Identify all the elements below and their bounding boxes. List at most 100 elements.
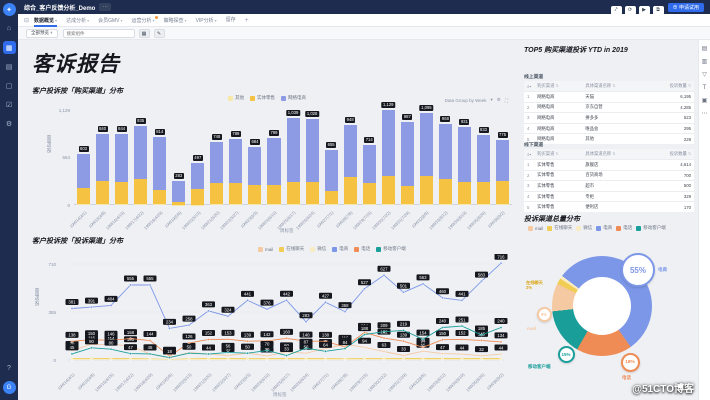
- table-search-cell[interactable]: ⌕▾: [524, 149, 535, 160]
- line-value-label: 44: [494, 344, 508, 351]
- bar-value-label: 987: [402, 113, 413, 120]
- sort-icon[interactable]: ⇅: [612, 84, 616, 88]
- bar-group[interactable]: 1,095: [417, 104, 436, 205]
- bar-group[interactable]: 935: [131, 110, 150, 205]
- table-row[interactable]: 2 网络电商 京东自营 4,285: [524, 101, 694, 113]
- tab-会员GMV[interactable]: 会员GMV▾: [98, 14, 122, 27]
- bar-group[interactable]: 840: [93, 110, 112, 205]
- sidebar-item-documents-icon[interactable]: ▤: [5, 63, 13, 71]
- expand-icon[interactable]: ⛶: [504, 97, 508, 103]
- bar-group[interactable]: 833: [474, 110, 493, 205]
- present-icon[interactable]: ▶: [638, 6, 650, 15]
- gear-icon[interactable]: ⚙: [496, 97, 501, 102]
- sidebar-help-icon[interactable]: ?: [7, 365, 11, 372]
- bar-group[interactable]: 968: [436, 110, 455, 205]
- dashboard-more-button[interactable]: ⋯: [99, 3, 112, 11]
- column-header[interactable]: 购买渠道⇅: [534, 149, 583, 160]
- table-row[interactable]: 5 网络电商 其他 228: [524, 133, 694, 144]
- legend-swatch: [376, 246, 382, 252]
- tab-达成分析[interactable]: 达成分析▾: [66, 14, 89, 27]
- bar-group[interactable]: 283: [169, 110, 188, 205]
- legend-swatch: [547, 225, 553, 231]
- sort-icon[interactable]: ⇅: [612, 152, 616, 156]
- chevron-down-icon[interactable]: ▾: [490, 97, 493, 102]
- bar-group[interactable]: 789: [226, 110, 245, 205]
- group-by-label[interactable]: Data Group by Week: [444, 97, 487, 103]
- table-row[interactable]: 4 实体零售 专柜 329: [524, 190, 694, 202]
- toolstrip-filter-icon[interactable]: ▽: [702, 72, 707, 78]
- bar-group[interactable]: 1,028: [303, 110, 322, 205]
- bar-group[interactable]: 1,039: [284, 109, 303, 205]
- bar-group[interactable]: 714: [360, 110, 379, 205]
- column-header[interactable]: 具体渠道名称⇅: [582, 81, 646, 92]
- table-row[interactable]: 4 网络电商 唯品会 295: [524, 122, 694, 134]
- sidebar-item-logo-icon[interactable]: ✦: [2, 3, 16, 16]
- bar-group[interactable]: 655: [322, 110, 341, 205]
- bar-group[interactable]: 748: [207, 110, 226, 205]
- svg-text:583: 583: [478, 272, 486, 277]
- sort-icon[interactable]: ⇅: [555, 152, 559, 156]
- table-row[interactable]: 3 实体零售 超市 500: [524, 180, 694, 192]
- toolstrip-text-icon[interactable]: T: [702, 85, 707, 91]
- sidebar-item-home-icon[interactable]: ⌂: [6, 25, 12, 32]
- svg-text:56: 56: [226, 344, 231, 349]
- svg-text:240: 240: [439, 319, 447, 324]
- tab-menu-icon[interactable]: ⊟: [24, 17, 30, 24]
- apply-trial-button[interactable]: ⊕ 申请试用: [667, 2, 704, 12]
- search-input[interactable]: [62, 28, 135, 38]
- tab-数据概览[interactable]: 数据概览▾: [34, 14, 58, 27]
- bar-group[interactable]: 799: [264, 110, 283, 205]
- bar-group[interactable]: 931: [455, 110, 474, 205]
- bar-group[interactable]: 497: [188, 110, 207, 205]
- sidebar-item-tasks-icon[interactable]: ☑: [5, 101, 13, 109]
- legend-label: 移动客户端: [383, 246, 406, 251]
- bar-segment-网络电商: [191, 163, 205, 189]
- toolstrip-image-icon[interactable]: ▣: [701, 98, 708, 104]
- sidebar-item-settings-icon[interactable]: ⚙: [5, 120, 13, 128]
- bar-group[interactable]: 844: [112, 110, 131, 205]
- sort-icon[interactable]: ⇅: [687, 84, 691, 88]
- bar-group[interactable]: 1,129: [379, 102, 398, 205]
- svg-text:44: 44: [206, 345, 211, 350]
- bar-group[interactable]: 987: [398, 110, 417, 205]
- refresh-icon[interactable]: ⟳: [624, 6, 636, 15]
- table-row[interactable]: 3 网络电商 拼多多 523: [524, 112, 694, 124]
- toolstrip-charts-icon[interactable]: ▥: [701, 59, 708, 65]
- table-cell: 329: [645, 190, 694, 202]
- bar-group[interactable]: 948: [341, 110, 360, 205]
- tab-运营分析[interactable]: 运营分析▾: [132, 14, 158, 27]
- sidebar-item-datasets-icon[interactable]: ▢: [5, 82, 13, 90]
- table-row[interactable]: 2 实体零售 百货商场 700: [524, 169, 694, 181]
- edit-pencil-icon[interactable]: ✎: [153, 28, 165, 38]
- tab-VIP分析[interactable]: VIP分析▾: [196, 14, 217, 27]
- scope-dropdown[interactable]: 全部预览 ▾: [26, 28, 58, 38]
- bar-group[interactable]: 775: [493, 110, 512, 205]
- sort-icon[interactable]: ⇅: [555, 84, 559, 88]
- column-header[interactable]: 投诉数量⇅: [645, 149, 694, 160]
- bar-group[interactable]: 603: [74, 110, 93, 205]
- export-icon[interactable]: ⧉: [652, 6, 664, 15]
- column-header[interactable]: 购买渠道⇅: [534, 81, 583, 92]
- toolstrip-widgets-icon[interactable]: ▤: [701, 46, 708, 52]
- line-value-label: 32: [475, 346, 488, 353]
- bar-y-tick: 564: [62, 155, 70, 161]
- bar-group[interactable]: 814: [150, 110, 169, 205]
- donut-slice-label: mail: [527, 326, 537, 331]
- column-header[interactable]: 投诉数量⇅: [645, 81, 694, 92]
- tab-策略探查[interactable]: 策略探查▾: [164, 14, 187, 27]
- toolstrip-more-icon[interactable]: ⋯: [701, 111, 708, 117]
- sort-icon[interactable]: ⇅: [687, 152, 691, 156]
- grid-view-icon[interactable]: ▦: [138, 28, 150, 38]
- table-row[interactable]: 1 网络电商 天猫 6,195: [524, 91, 694, 103]
- table-row[interactable]: 5 实体零售 便利店 170: [524, 201, 694, 212]
- tab-留存[interactable]: 留存: [226, 14, 236, 27]
- table-row[interactable]: 1 实体零售 旗舰店 4,614: [524, 159, 694, 171]
- sidebar-avatar-icon[interactable]: G: [2, 381, 16, 394]
- sidebar-item-workspace-icon[interactable]: ▦: [2, 41, 16, 54]
- share-icon[interactable]: ⤤: [610, 6, 622, 15]
- table-search-cell[interactable]: ⌕▾: [524, 81, 535, 92]
- column-header[interactable]: 具体渠道名称⇅: [582, 149, 646, 160]
- bar-group[interactable]: 684: [245, 110, 264, 205]
- add-tab-button[interactable]: +: [244, 16, 249, 24]
- line-value-label: 563: [416, 274, 430, 281]
